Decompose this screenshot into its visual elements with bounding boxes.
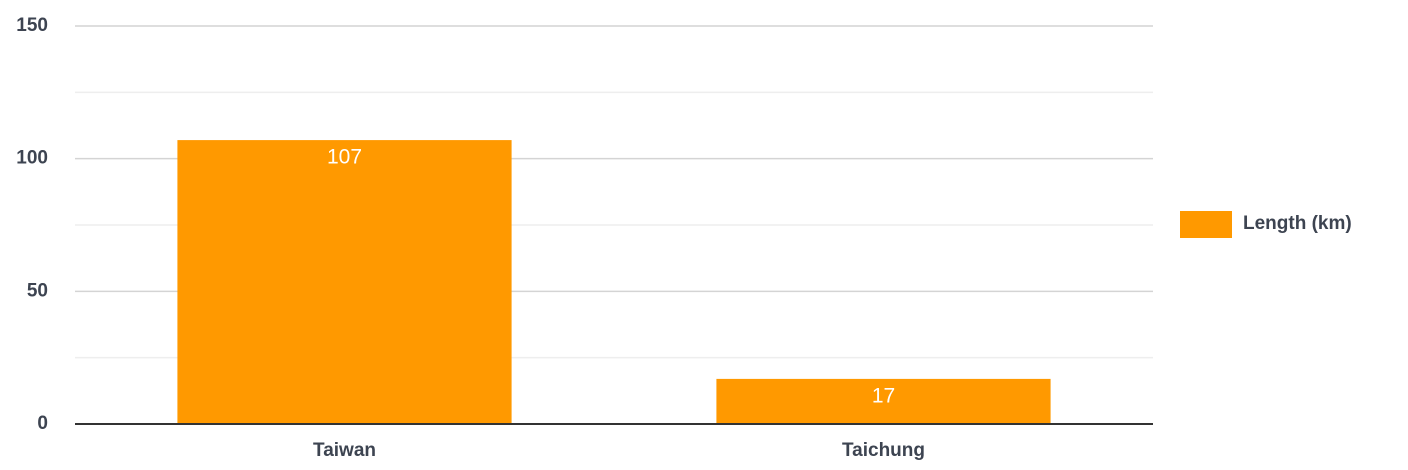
bar [177, 140, 512, 425]
x-tick-label: Taiwan [313, 440, 376, 461]
x-tick-label: Taichung [842, 440, 925, 461]
y-tick-label: 50 [27, 280, 48, 301]
y-tick-label: 150 [16, 15, 48, 36]
data-label: 107 [327, 146, 362, 169]
y-tick-label: 0 [37, 413, 48, 434]
y-tick-label: 100 [16, 148, 48, 169]
bar [716, 378, 1051, 424]
data-label: 17 [872, 384, 895, 407]
legend-label: Length (km) [1243, 213, 1352, 234]
legend-swatch [1180, 211, 1232, 238]
